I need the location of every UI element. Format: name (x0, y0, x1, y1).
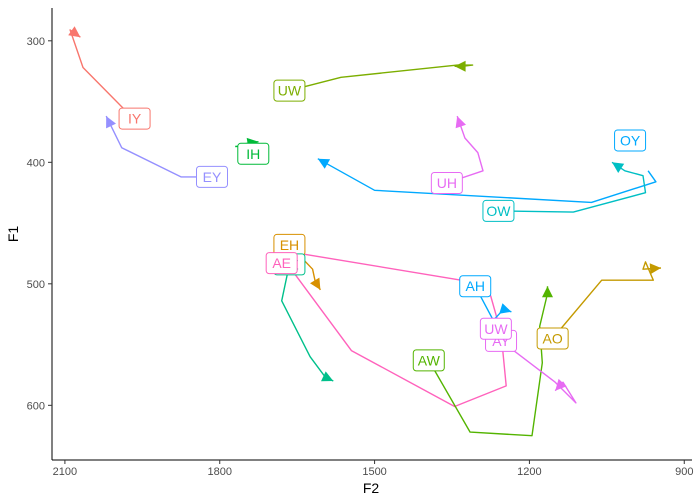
label-box (459, 275, 492, 298)
arrowhead-oy (317, 158, 331, 169)
arrowhead-eh (310, 277, 321, 290)
arrowhead-iy (68, 26, 81, 38)
label-text: EY (203, 169, 222, 185)
label-text: IH (246, 146, 260, 162)
y-ticks: 300 400 500 600 (27, 36, 52, 412)
trajectory-ae-e (276, 247, 507, 408)
vowel-label-eh: EH (273, 233, 306, 256)
label-text: AE (272, 255, 291, 271)
y-tick-label: 500 (27, 279, 45, 291)
trajectory-uw (289, 64, 474, 92)
vowel-label-uh: UH (430, 171, 463, 194)
label-text: OW (486, 203, 511, 219)
label-text: EH (280, 237, 299, 253)
vowel-label-ah: AH (459, 275, 492, 298)
label-box (430, 171, 463, 194)
x-ticks: 2100 1800 1500 1200 900 (53, 460, 693, 478)
vowel-label-iy: IY (118, 107, 151, 130)
y-tick-label: 300 (27, 36, 45, 48)
label-box (412, 349, 445, 372)
label-text: AH (465, 278, 484, 294)
label-box (118, 107, 151, 130)
label-text: IY (128, 111, 142, 127)
y-axis-title: F1 (5, 226, 21, 243)
vowel-label-ao: AO (536, 327, 569, 350)
x-tick-label: 1500 (362, 466, 386, 478)
arrowhead-ah (499, 303, 512, 314)
label-text: UH (437, 175, 457, 191)
arrowhead-ae (321, 371, 334, 382)
axes (51, 8, 692, 461)
vowel-label-ey: EY (196, 165, 228, 188)
vowel-label-uw: UW (273, 79, 306, 102)
arrowhead-uh (455, 116, 466, 129)
vowel-label-ow: OW (482, 199, 515, 222)
y-tick-label: 400 (27, 157, 45, 169)
x-tick-label: 1200 (517, 466, 541, 478)
trajectory-ao (552, 261, 662, 339)
vowel-label-ih: IH (237, 142, 270, 165)
trajectory-ow (498, 161, 647, 213)
vowel-label-uw: UW (479, 317, 512, 340)
label-box (482, 199, 515, 222)
label-text: OY (620, 132, 641, 148)
label-box (614, 129, 647, 152)
x-tick-label: 1800 (207, 466, 231, 478)
x-axis-title: F2 (363, 480, 380, 496)
label-text: AO (543, 330, 563, 346)
trajectory-ae (281, 264, 334, 382)
label-box (196, 165, 228, 188)
trajectory-oy (317, 158, 657, 204)
arrowhead-uw (454, 60, 466, 72)
trajectory-aw (428, 286, 549, 437)
label-text: AW (418, 352, 441, 368)
arrowhead-ey (106, 116, 116, 129)
arrowhead-aw (542, 286, 553, 298)
label-box (273, 79, 306, 102)
arrowhead-ay (555, 378, 567, 391)
label-box (237, 142, 270, 165)
series-layer (68, 26, 662, 437)
trajectory-uh (446, 115, 484, 184)
x-tick-label: 2100 (53, 466, 77, 478)
vowel-label-aw: AW (412, 349, 445, 372)
x-tick-label: 900 (675, 466, 693, 478)
label-text: UW (484, 321, 508, 337)
arrowhead-ao (649, 263, 661, 275)
vowel-label-ae: AE (265, 252, 298, 275)
trajectory-iy (69, 29, 136, 121)
y-tick-label: 600 (27, 400, 45, 412)
label-text: UW (278, 83, 302, 99)
vowel-label-oy: OY (614, 129, 647, 152)
arrowhead-ow (612, 162, 625, 173)
label-layer: IYEYIHUWUHOYOWEHAEAEAHAWAOAYUW (118, 79, 647, 372)
label-box (536, 327, 569, 350)
label-box (479, 317, 512, 340)
label-box (265, 252, 298, 275)
